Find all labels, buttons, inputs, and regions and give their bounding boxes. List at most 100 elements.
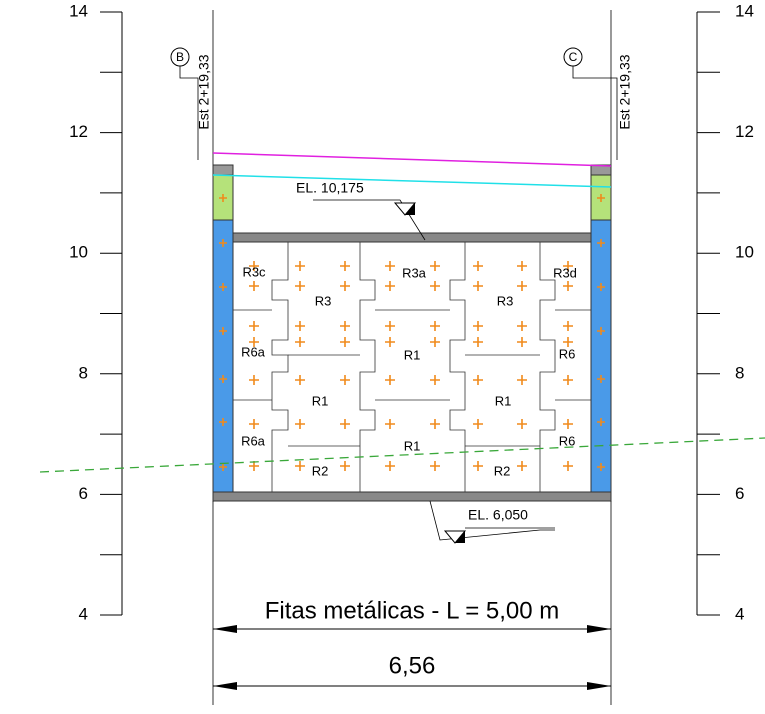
block-label: R6a bbox=[241, 433, 266, 448]
block-label: R1 bbox=[495, 393, 512, 408]
cross bbox=[385, 281, 395, 291]
leader bbox=[572, 66, 618, 160]
cross bbox=[597, 239, 605, 247]
blue-panel bbox=[590, 219, 612, 493]
tick-label: 8 bbox=[79, 363, 88, 382]
block-label: R1 bbox=[312, 393, 329, 408]
cross bbox=[430, 261, 440, 271]
block-label: R6 bbox=[559, 433, 576, 448]
cross bbox=[249, 321, 259, 331]
cross bbox=[597, 283, 605, 291]
cross bbox=[563, 419, 573, 429]
cross bbox=[219, 327, 227, 335]
tick-label: 6 bbox=[735, 484, 744, 503]
cross bbox=[473, 281, 483, 291]
width-label: 6,56 bbox=[389, 652, 436, 679]
tick-label: 6 bbox=[79, 484, 88, 503]
cross bbox=[249, 337, 259, 347]
block-label: R3d bbox=[553, 265, 577, 280]
cross bbox=[249, 375, 259, 385]
block-label: R2 bbox=[312, 463, 329, 478]
cross bbox=[385, 375, 395, 385]
leader bbox=[179, 66, 199, 160]
marker-letter: B bbox=[176, 50, 184, 64]
cross bbox=[473, 375, 483, 385]
cross bbox=[219, 418, 227, 426]
cross bbox=[249, 419, 259, 429]
blue-panel bbox=[212, 219, 234, 493]
cross bbox=[563, 261, 573, 271]
level-symbol bbox=[455, 531, 465, 543]
ticks: 14 12 10 8 6 4 14 12 10 8 6 4 bbox=[69, 1, 754, 623]
cross bbox=[340, 375, 350, 385]
cross bbox=[597, 418, 605, 426]
cross bbox=[295, 375, 305, 385]
cross bbox=[385, 337, 395, 347]
tick-label: 4 bbox=[79, 604, 88, 623]
cross bbox=[385, 321, 395, 331]
cross bbox=[430, 375, 440, 385]
tick-label: 8 bbox=[735, 363, 744, 382]
cross bbox=[219, 194, 227, 202]
cross bbox=[563, 281, 573, 291]
cross bbox=[597, 194, 605, 202]
block-area bbox=[232, 241, 592, 493]
cross bbox=[219, 463, 227, 471]
marker-letter: C bbox=[569, 50, 578, 64]
cross bbox=[249, 281, 259, 291]
tick-label: 12 bbox=[69, 122, 88, 141]
tick-label: 14 bbox=[735, 1, 754, 20]
leader bbox=[429, 500, 555, 541]
station-label: Est 2+19,33 bbox=[617, 54, 633, 129]
cross bbox=[473, 337, 483, 347]
cross bbox=[295, 261, 305, 271]
cross bbox=[597, 463, 605, 471]
cross bbox=[295, 321, 305, 331]
block-label: R1 bbox=[404, 438, 421, 453]
cap bbox=[212, 164, 234, 176]
cross bbox=[517, 461, 527, 471]
cross bbox=[473, 461, 483, 471]
cross bbox=[249, 461, 259, 471]
block-label: R3 bbox=[315, 293, 332, 308]
tick-label: 14 bbox=[69, 1, 88, 20]
magenta-line bbox=[212, 152, 612, 167]
cross bbox=[430, 461, 440, 471]
tick-label: 10 bbox=[735, 243, 754, 262]
cross bbox=[517, 261, 527, 271]
cross bbox=[340, 337, 350, 347]
water-line bbox=[39, 437, 765, 473]
station-label: Est 2+19,33 bbox=[196, 54, 212, 129]
cross bbox=[563, 461, 573, 471]
cross bbox=[597, 327, 605, 335]
cross bbox=[430, 419, 440, 429]
cross bbox=[563, 321, 573, 331]
cross bbox=[473, 321, 483, 331]
block-label: R3a bbox=[402, 265, 427, 280]
cross bbox=[517, 419, 527, 429]
reinforcement-crosses bbox=[219, 194, 605, 471]
leader bbox=[313, 199, 426, 241]
cross bbox=[295, 337, 305, 347]
block-label: R2 bbox=[494, 463, 511, 478]
cross bbox=[517, 321, 527, 331]
cross bbox=[340, 321, 350, 331]
cross bbox=[219, 283, 227, 291]
block-label: R6 bbox=[559, 346, 576, 361]
tick-label: 12 bbox=[735, 122, 754, 141]
cross bbox=[473, 419, 483, 429]
cross bbox=[430, 337, 440, 347]
strip-label: Fitas metálicas - L = 5,00 m bbox=[265, 597, 560, 624]
cross bbox=[340, 261, 350, 271]
level-symbol bbox=[405, 203, 415, 215]
cross bbox=[563, 337, 573, 347]
cross bbox=[249, 261, 259, 271]
cross bbox=[295, 419, 305, 429]
cross bbox=[385, 461, 395, 471]
cross bbox=[340, 461, 350, 471]
cross bbox=[340, 281, 350, 291]
elevation-label: EL. 6,050 bbox=[468, 507, 528, 523]
cross bbox=[385, 419, 395, 429]
block-label: R6a bbox=[241, 344, 266, 359]
